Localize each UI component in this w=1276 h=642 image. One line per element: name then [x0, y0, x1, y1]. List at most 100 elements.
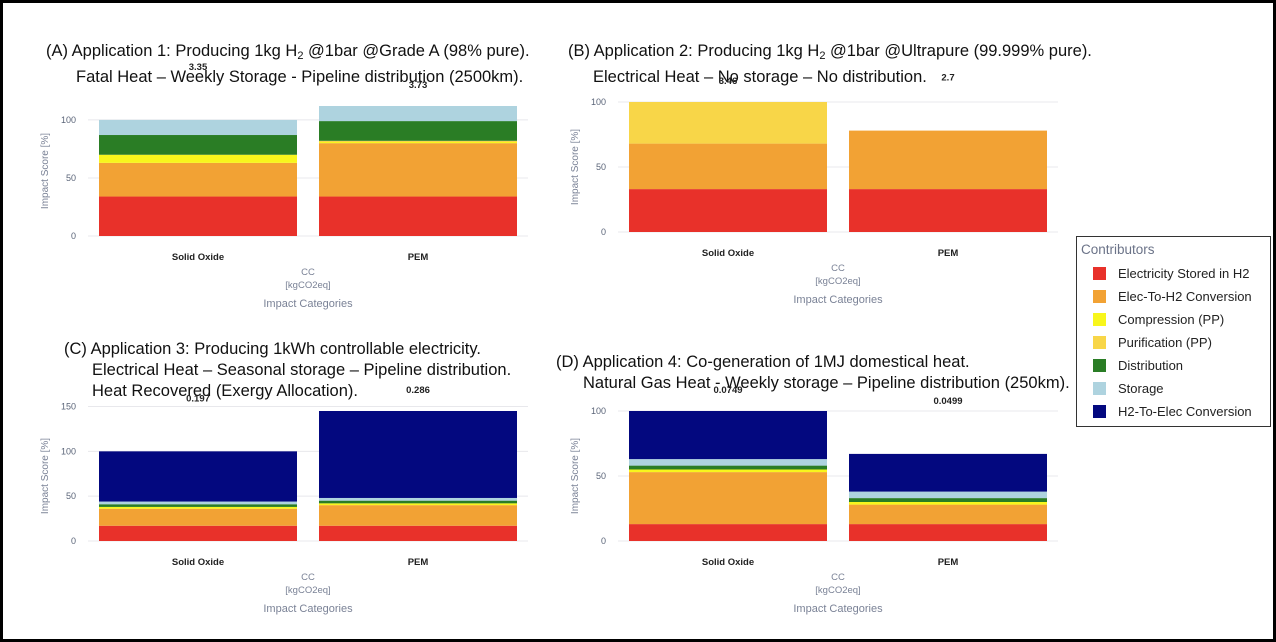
x-category-label: PEM — [408, 557, 429, 568]
bar-segment — [319, 140, 517, 142]
cc-unit-label: [kgCO2eq] — [285, 280, 330, 291]
bar-total-label: 2.7 — [941, 73, 954, 84]
chart-a: 0 50 100 Impact Score [%] 3.35 Solid Oxide 3.7… — [40, 62, 528, 310]
bar-segment — [629, 143, 827, 190]
bar-segment — [849, 498, 1047, 502]
bar-segment — [849, 130, 1047, 190]
legend-swatch — [1093, 335, 1106, 349]
legend-label: Electricity Stored in H2 — [1118, 265, 1250, 281]
y-tick-label: 50 — [66, 173, 76, 183]
bar-segment — [629, 189, 827, 232]
y-tick-label: 50 — [66, 491, 76, 501]
bar-segment — [629, 469, 827, 473]
bar-segment — [629, 524, 827, 541]
x-category-label: Solid Oxide — [702, 248, 754, 259]
bar-segment — [629, 102, 827, 144]
bar-total-label: 3.35 — [189, 62, 208, 73]
bar-segment — [849, 502, 1047, 505]
bar-segment — [319, 143, 517, 197]
y-tick-label: 50 — [596, 162, 606, 172]
chart-b: 0 50 100 Impact Score [%] 3.46 Solid Oxide 2.7… — [570, 73, 1058, 306]
x-axis-label: Impact Categories — [263, 603, 353, 615]
bar-segment — [99, 162, 297, 197]
bar-total-label: 3.73 — [409, 80, 428, 91]
bar-segment — [319, 505, 517, 526]
panel-a-title: (A) Application 1: Producing 1kg H2 @1ba… — [46, 42, 530, 86]
legend-swatch — [1093, 404, 1106, 418]
bar-segment — [99, 504, 297, 507]
bar-segment — [849, 491, 1047, 499]
legend-item: H2-To-Elec Conversion — [1093, 401, 1252, 421]
legend-item: Distribution — [1093, 355, 1183, 375]
cc-label: CC — [301, 572, 315, 583]
bar-total-label: 0.0749 — [713, 385, 742, 396]
bar-segment — [99, 525, 297, 541]
cc-unit-label: [kgCO2eq] — [815, 276, 860, 287]
y-tick-label: 0 — [601, 536, 606, 546]
legend: Contributors Electricity Stored in H2 Ele… — [1076, 236, 1271, 427]
y-axis-label: Impact Score [%] — [570, 438, 581, 514]
legend-swatch — [1093, 312, 1106, 326]
y-tick-label: 100 — [61, 115, 76, 125]
legend-swatch — [1093, 358, 1106, 372]
legend-title: Contributors — [1081, 242, 1155, 257]
bar-total-label: 0.0499 — [933, 396, 962, 407]
bar-segment — [629, 411, 827, 460]
chart-c: 0 50 100 150 Impact Score [%] 0.197 Solid Oxid… — [40, 385, 528, 615]
bar-segment — [629, 465, 827, 470]
y-tick-label: 100 — [591, 406, 606, 416]
bar-segment — [629, 459, 827, 466]
cc-label: CC — [831, 263, 845, 274]
legend-label: Distribution — [1118, 357, 1184, 373]
y-tick-label: 50 — [596, 471, 606, 481]
panel-b-title: (B) Application 2: Producing 1kg H2 @1ba… — [568, 42, 1092, 86]
bar-segment — [99, 506, 297, 509]
legend-label: Compression (PP) — [1118, 311, 1225, 327]
bar-segment — [319, 121, 517, 141]
legend-swatch — [1093, 266, 1106, 280]
legend-item: Purification (PP) — [1093, 332, 1212, 352]
y-tick-label: 100 — [591, 97, 606, 107]
bar-total-label: 0.197 — [186, 393, 210, 404]
cc-label: CC — [301, 267, 315, 278]
bar-segment — [319, 106, 517, 122]
cc-unit-label: [kgCO2eq] — [815, 585, 860, 596]
legend-label: Storage — [1118, 380, 1164, 396]
x-axis-label: Impact Categories — [793, 603, 883, 615]
cc-unit-label: [kgCO2eq] — [285, 585, 330, 596]
bar-segment — [849, 504, 1047, 525]
legend-item: Electricity Stored in H2 — [1093, 263, 1250, 283]
x-category-label: Solid Oxide — [172, 252, 224, 263]
panel-d-title: (D) Application 4: Co-generation of 1MJ … — [556, 353, 1070, 392]
bar-segment — [99, 154, 297, 163]
bar-segment — [849, 453, 1047, 492]
bar-segment — [319, 411, 517, 498]
bar-segment — [319, 500, 517, 504]
panel-c-title: (C) Application 3: Producing 1kWh contro… — [64, 340, 512, 400]
bar-segment — [99, 508, 297, 526]
x-category-label: Solid Oxide — [172, 557, 224, 568]
bar-segment — [319, 503, 517, 506]
bar-segment — [849, 524, 1047, 541]
y-axis-label: Impact Score [%] — [570, 129, 581, 205]
x-axis-label: Impact Categories — [793, 294, 883, 306]
bar-segment — [99, 196, 297, 236]
bar-segment — [319, 497, 517, 501]
bar-segment — [319, 196, 517, 236]
legend-item: Storage — [1093, 378, 1164, 398]
legend-label: Elec-To-H2 Conversion — [1118, 288, 1252, 304]
y-tick-label: 0 — [71, 231, 76, 241]
bar-total-label: 3.46 — [719, 76, 738, 87]
x-category-label: PEM — [408, 252, 429, 263]
y-tick-label: 100 — [61, 446, 76, 456]
cc-label: CC — [831, 572, 845, 583]
y-tick-label: 150 — [61, 402, 76, 412]
legend-swatch — [1093, 381, 1106, 395]
legend-label: H2-To-Elec Conversion — [1118, 403, 1252, 419]
legend-item: Compression (PP) — [1093, 309, 1224, 329]
legend-label: Purification (PP) — [1118, 334, 1212, 350]
y-axis-label: Impact Score [%] — [40, 438, 51, 514]
legend-item: Elec-To-H2 Conversion — [1093, 286, 1252, 306]
y-tick-label: 0 — [71, 536, 76, 546]
x-axis-label: Impact Categories — [263, 298, 353, 310]
